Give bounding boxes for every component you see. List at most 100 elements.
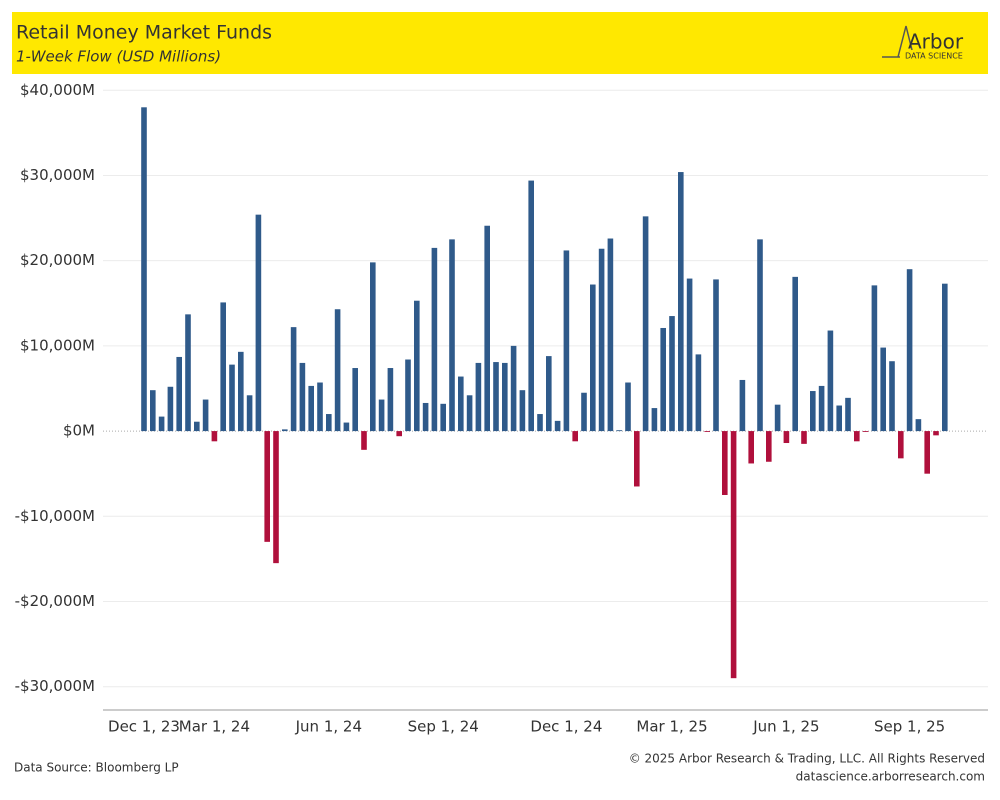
bar [546, 356, 552, 432]
bar [915, 419, 922, 432]
x-tick-label: Dec 1, 24 [530, 718, 602, 736]
bar [255, 214, 262, 432]
bar [889, 361, 895, 432]
bar [713, 279, 719, 432]
website: datascience.arborresearch.com [796, 770, 985, 784]
bar [458, 376, 464, 432]
x-tick-label: Sep 1, 25 [874, 718, 945, 736]
bar [493, 362, 499, 432]
bar [405, 359, 411, 432]
bar [141, 107, 147, 432]
bar [810, 391, 816, 432]
bar [449, 239, 455, 432]
bar [220, 302, 226, 432]
bar [334, 309, 341, 432]
y-tick-label: $0M [63, 422, 95, 440]
bar [299, 362, 306, 432]
bar [502, 362, 508, 432]
copyright: © 2025 Arbor Research & Trading, LLC. Al… [629, 752, 985, 766]
bar [660, 327, 666, 432]
bar [695, 354, 702, 432]
bar [827, 330, 834, 432]
bar [783, 431, 790, 444]
y-tick-label: $10,000M [20, 336, 95, 354]
bar [431, 247, 438, 432]
bar [906, 269, 913, 432]
bar [642, 216, 649, 432]
bar [378, 399, 385, 432]
bar [818, 385, 825, 432]
x-tick-label: Dec 1, 23 [108, 718, 180, 736]
x-tick-label: Jun 1, 24 [295, 718, 362, 736]
bar [150, 390, 156, 432]
bar [739, 379, 746, 432]
bar [572, 431, 578, 442]
bar [537, 414, 543, 432]
bar [308, 385, 314, 432]
bar [158, 416, 165, 432]
bar [801, 431, 807, 444]
chart-subtitle: 1-Week Flow (USD Millions) [16, 48, 221, 66]
logo-tagline: DATA SCIENCE [905, 52, 963, 61]
y-tick-label: -$10,000M [15, 507, 95, 525]
bar [290, 327, 297, 432]
bar [898, 431, 904, 459]
bar [607, 238, 614, 432]
bar [422, 402, 429, 432]
x-tick-label: Jun 1, 25 [752, 718, 819, 736]
bar [326, 414, 332, 432]
bar [396, 431, 402, 437]
bar [590, 284, 596, 432]
bar [475, 362, 482, 432]
bar [528, 180, 534, 432]
bar [722, 431, 728, 495]
bar [484, 225, 490, 432]
bar [862, 431, 869, 432]
bar [176, 356, 182, 432]
logo-mark [882, 25, 913, 58]
bar [625, 382, 631, 432]
y-tick-label: $40,000M [20, 81, 95, 99]
y-tick-label: $30,000M [20, 166, 95, 184]
bar [766, 431, 772, 462]
bar [651, 408, 658, 432]
bar [704, 431, 710, 432]
x-tick-label: Mar 1, 24 [179, 718, 250, 736]
bar [387, 368, 394, 432]
bar [414, 300, 420, 432]
bar [554, 420, 561, 432]
bar [748, 431, 754, 464]
chart-title: Retail Money Market Funds [16, 22, 272, 44]
bar [264, 431, 270, 542]
bar [598, 248, 605, 432]
bar [466, 395, 473, 432]
bar [854, 431, 860, 442]
bar [440, 403, 446, 432]
y-tick-label: $20,000M [20, 251, 95, 269]
y-tick-label: -$20,000M [15, 592, 95, 610]
bar [774, 404, 781, 432]
logo-name: Arbor [908, 30, 964, 54]
bar [211, 431, 218, 442]
bar [924, 431, 930, 474]
x-tick-label: Mar 1, 25 [636, 718, 707, 736]
bar [757, 239, 763, 432]
bar [343, 422, 350, 432]
bar [836, 405, 842, 432]
header-band [12, 12, 988, 74]
bar [880, 347, 886, 432]
bar [370, 262, 376, 432]
bar [352, 368, 358, 432]
bar [282, 429, 288, 432]
bar [581, 392, 587, 432]
x-tick-label: Sep 1, 24 [408, 718, 479, 736]
bar [669, 316, 675, 432]
bar [634, 431, 640, 487]
bar [563, 250, 570, 432]
bar [229, 364, 235, 432]
bar [273, 431, 279, 564]
bar [616, 430, 622, 432]
bar [185, 314, 191, 432]
